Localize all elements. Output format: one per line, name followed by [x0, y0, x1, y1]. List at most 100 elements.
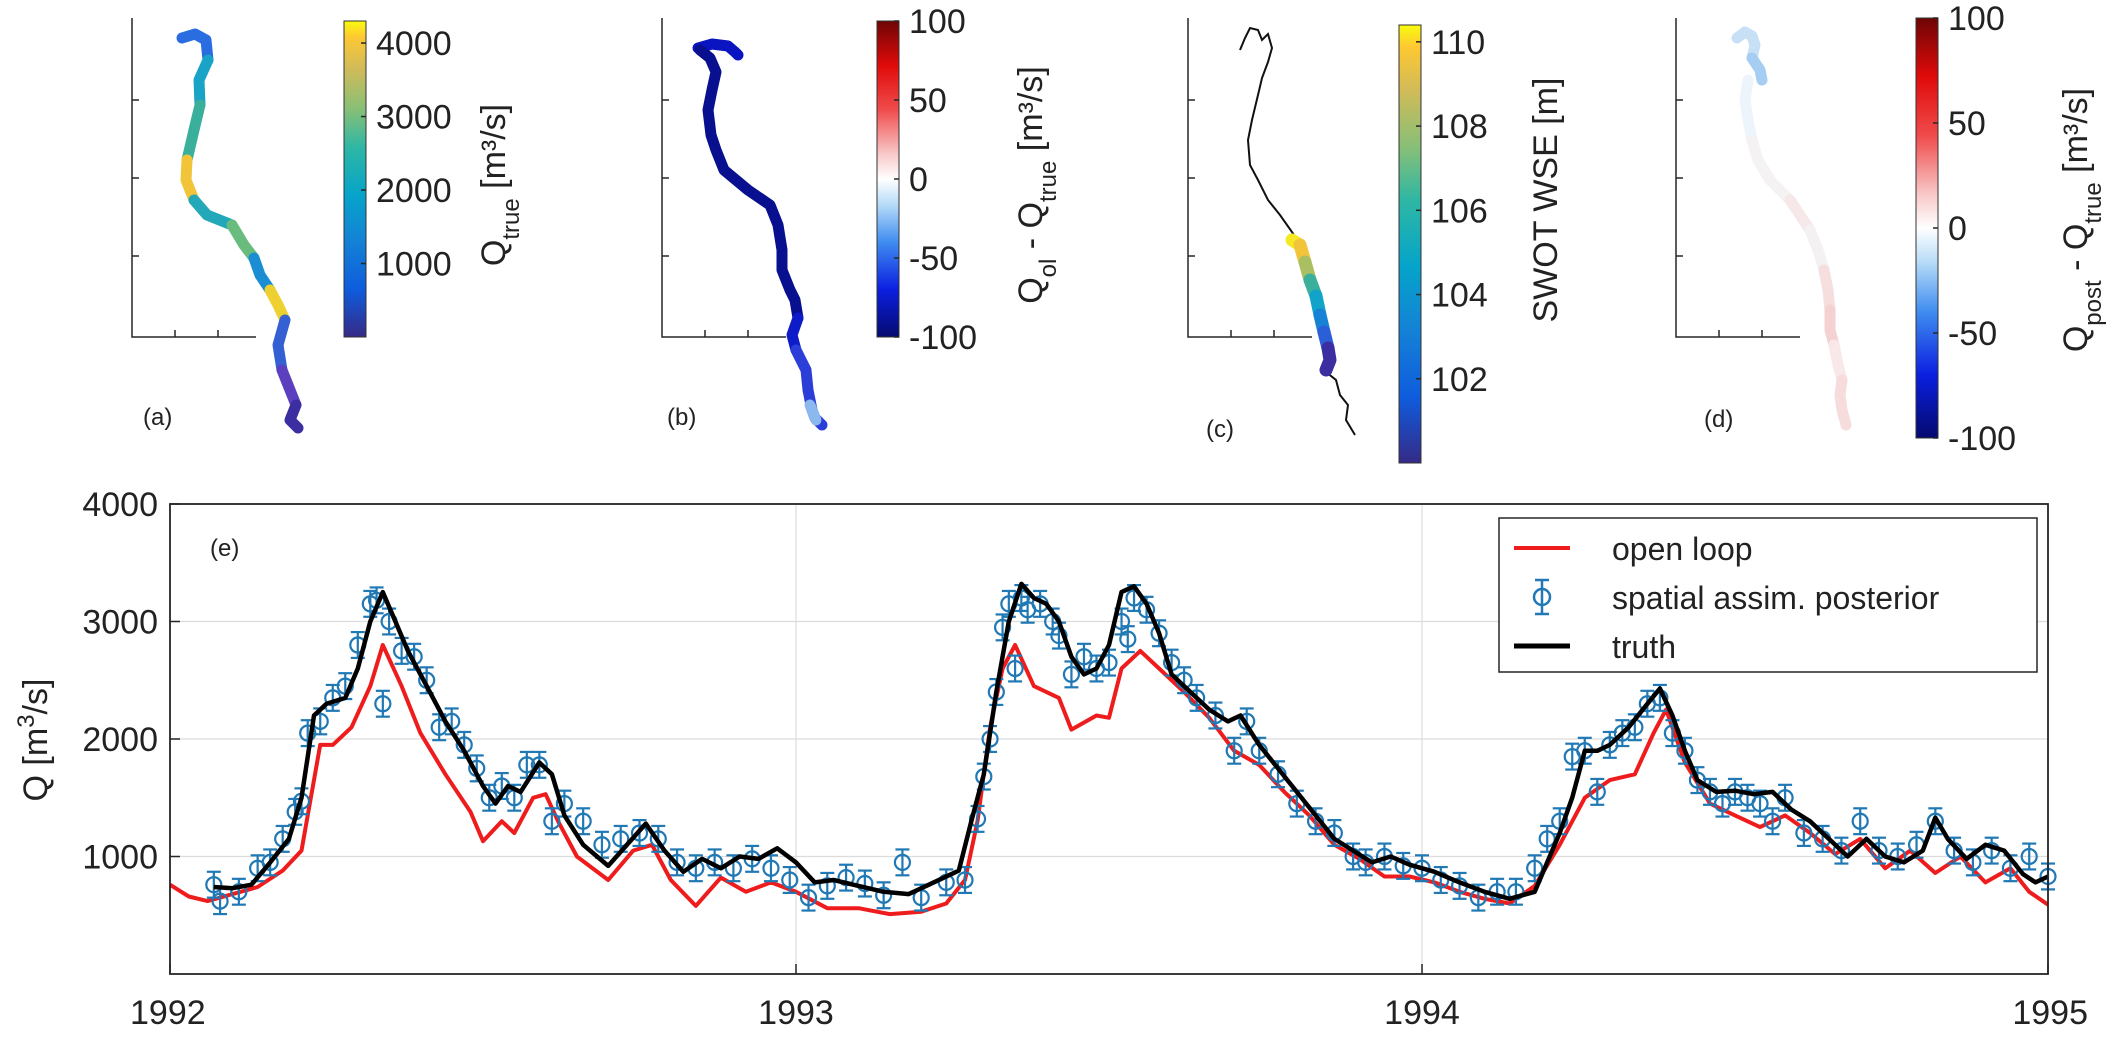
posterior-point	[230, 877, 248, 906]
posterior-point	[1150, 619, 1168, 648]
posterior-marker	[1188, 689, 1206, 707]
panel-c-swot-swath	[1285, 233, 1337, 377]
panel-d-river	[1731, 26, 1852, 431]
posterior-marker	[574, 812, 592, 830]
panel-e: 1000 2000 3000 4000 1992 1993 1994 1995 (e) Q […	[13, 486, 2089, 1032]
posterior-point	[1851, 807, 1869, 836]
posterior-point	[1119, 625, 1137, 654]
posterior-marker	[1062, 665, 1081, 683]
panel-c: (c) 102 104 106 108 110 SWOT WSE [m]	[1187, 18, 1565, 464]
posterior-marker	[1751, 795, 1769, 813]
posterior-point	[956, 865, 974, 895]
posterior-marker	[649, 830, 667, 848]
posterior-point	[530, 750, 548, 779]
posterior-marker	[230, 883, 248, 901]
posterior-marker	[2020, 847, 2038, 866]
panel-b-colorbar-label: Qol - Qtrue [m³/s]	[1012, 66, 1062, 304]
posterior-marker	[1225, 742, 1243, 760]
panel-b: (b) -100 -50 0 50 100 Qol - Qtrue [m³/s]	[661, 3, 1062, 431]
y-tick-label: 1000	[82, 839, 158, 877]
posterior-marker	[1926, 812, 1944, 830]
posterior-point	[762, 854, 780, 883]
colorbar-tick-label: 0	[909, 161, 928, 199]
panel-a: (a) 1000 2000 3000 4000 Qtrue [m³/s]	[131, 18, 525, 434]
colorbar-tick-label: 2000	[376, 172, 452, 210]
posterior-marker	[799, 889, 818, 907]
posterior-marker	[612, 830, 630, 848]
posterior-point	[668, 848, 686, 877]
posterior-marker	[1206, 706, 1225, 725]
posterior-point	[893, 848, 912, 877]
posterior-point	[875, 881, 893, 910]
posterior-point	[1062, 660, 1081, 689]
panel-d-colorbar-label: Qpost - Qtrue [m³/s]	[2057, 88, 2107, 352]
panel-d-letter: (d)	[1704, 406, 1733, 433]
panel-b-letter: (b)	[667, 404, 696, 431]
x-tick-label: 1995	[2012, 994, 2088, 1032]
panel-a-colorbar-ticks: 1000 2000 3000 4000	[361, 25, 452, 284]
y-tick-label: 4000	[82, 486, 158, 524]
posterior-marker	[993, 618, 1012, 636]
legend-label-open-loop: open loop	[1612, 531, 1753, 567]
posterior-point	[1225, 736, 1243, 765]
posterior-marker	[374, 695, 392, 713]
posterior-marker	[299, 724, 317, 742]
posterior-marker	[1851, 812, 1869, 830]
posterior-marker	[781, 871, 799, 889]
panel-e-letter: (e)	[210, 535, 239, 562]
colorbar-tick-label: 50	[909, 82, 947, 120]
panel-c-letter: (c)	[1206, 416, 1234, 443]
posterior-point	[1538, 824, 1556, 853]
panel-a-colorbar-label: Qtrue [m³/s]	[475, 104, 525, 266]
posterior-point	[1601, 730, 1619, 759]
panel-c-axes	[1187, 18, 1312, 338]
posterior-marker	[530, 756, 548, 774]
legend-label-truth: truth	[1612, 629, 1676, 665]
panel-c-river-line	[1239, 26, 1356, 436]
colorbar-tick-label: 4000	[376, 25, 452, 63]
posterior-marker	[818, 877, 836, 895]
posterior-marker	[1075, 648, 1093, 666]
posterior-marker	[480, 789, 498, 807]
posterior-point	[1889, 842, 1907, 871]
posterior-marker	[1006, 659, 1024, 678]
x-tick-label: 1993	[758, 994, 834, 1032]
colorbar-tick-label: 1000	[376, 246, 452, 284]
panel-a-axes	[131, 18, 256, 338]
posterior-marker	[1763, 812, 1782, 830]
posterior-point	[856, 869, 874, 898]
panel-a-colorbar	[343, 20, 367, 338]
posterior-marker	[593, 836, 611, 854]
colorbar-tick-label: -100	[909, 319, 977, 357]
colorbar-tick-label: 104	[1431, 277, 1488, 315]
colorbar-tick-label: 50	[1948, 105, 1986, 143]
posterior-marker	[543, 812, 561, 830]
panel-a-river-segments	[176, 28, 304, 434]
panel-c-colorbar-ticks: 102 104 106 108 110	[1416, 24, 1488, 399]
colorbar-tick-label: 100	[909, 3, 966, 41]
posterior-marker	[211, 892, 229, 910]
panel-d-colorbar-ticks: -100 -50 0 50 100	[1933, 0, 2016, 458]
posterior-point	[374, 689, 392, 718]
posterior-marker	[261, 853, 279, 871]
y-tick-label: 2000	[82, 721, 158, 759]
posterior-point	[543, 807, 561, 836]
posterior-marker	[668, 853, 686, 871]
posterior-marker	[630, 824, 649, 842]
posterior-point	[2020, 842, 2038, 871]
posterior-marker	[1832, 842, 1851, 860]
posterior-marker	[1676, 742, 1694, 760]
colorbar-tick-label: -50	[909, 240, 958, 278]
y-tick-label: 3000	[82, 604, 158, 642]
colorbar-tick-label: -100	[1948, 420, 2016, 458]
posterior-marker	[1588, 783, 1606, 801]
panel-d: (d) -100 -50 0 50 100 Qpost - Qtrue [m³/s]	[1675, 0, 2107, 458]
posterior-marker	[205, 876, 223, 894]
legend-box	[1498, 517, 2038, 673]
posterior-marker	[1601, 736, 1619, 754]
panel-e-series	[168, 581, 2057, 917]
posterior-point	[1450, 871, 1469, 900]
posterior-point	[818, 871, 836, 900]
posterior-point	[781, 865, 799, 895]
series-open-loop-line	[168, 643, 2050, 917]
